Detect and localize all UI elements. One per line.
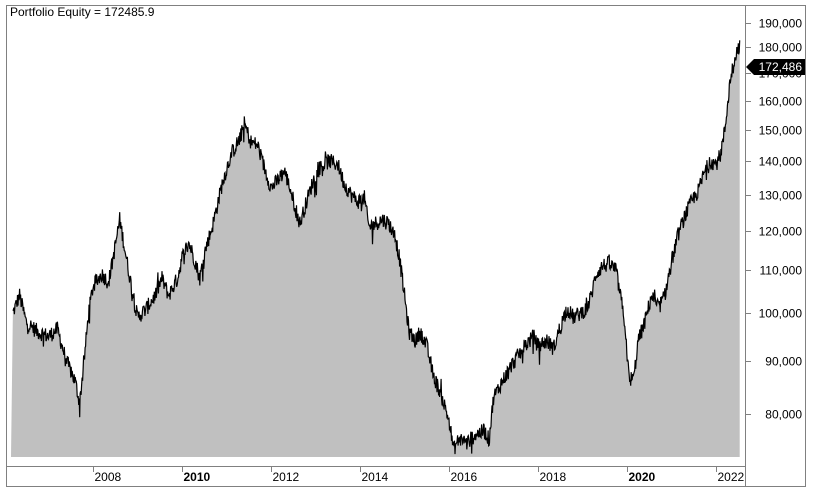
y-tick-label: 110,000: [760, 264, 803, 278]
last-value-marker: 172,486: [746, 59, 805, 75]
last-value-badge: [746, 59, 805, 75]
y-tick-label: 140,000: [759, 155, 803, 169]
x-tick-label: 2022: [718, 470, 745, 484]
y-tick-label: 180,000: [759, 41, 803, 55]
last-value-label: 172,486: [759, 60, 803, 74]
y-tick-label: 80,000: [765, 408, 802, 422]
x-axis: 2008 2010 2012 2014 2016 2018 2020 2022: [93, 467, 745, 484]
y-tick-label: 150,000: [759, 124, 803, 138]
x-tick-label: 2008: [95, 470, 122, 484]
chart-border: [6, 5, 806, 487]
y-tick-label: 160,000: [759, 95, 803, 109]
equity-line: [12, 40, 741, 455]
x-tick-label: 2020: [629, 470, 656, 484]
y-tick-label: 130,000: [759, 189, 803, 203]
x-tick-label: 2014: [362, 470, 389, 484]
y-tick-label: 120,000: [759, 225, 803, 239]
x-tick-label: 2010: [184, 470, 211, 484]
x-tick-label: 2012: [273, 470, 300, 484]
y-axis: 190,000180,000170,000160,000150,000140,0…: [746, 17, 802, 422]
y-tick-label: 90,000: [765, 355, 802, 369]
plot-area: [11, 40, 741, 458]
y-tick-label: 100,000: [759, 307, 803, 321]
x-tick-label: 2016: [451, 470, 478, 484]
chart-title: Portfolio Equity = 172485.9: [10, 5, 155, 19]
equity-area-fill: [11, 40, 740, 458]
x-tick-label: 2018: [540, 470, 567, 484]
y-tick-label: 190,000: [759, 17, 803, 31]
